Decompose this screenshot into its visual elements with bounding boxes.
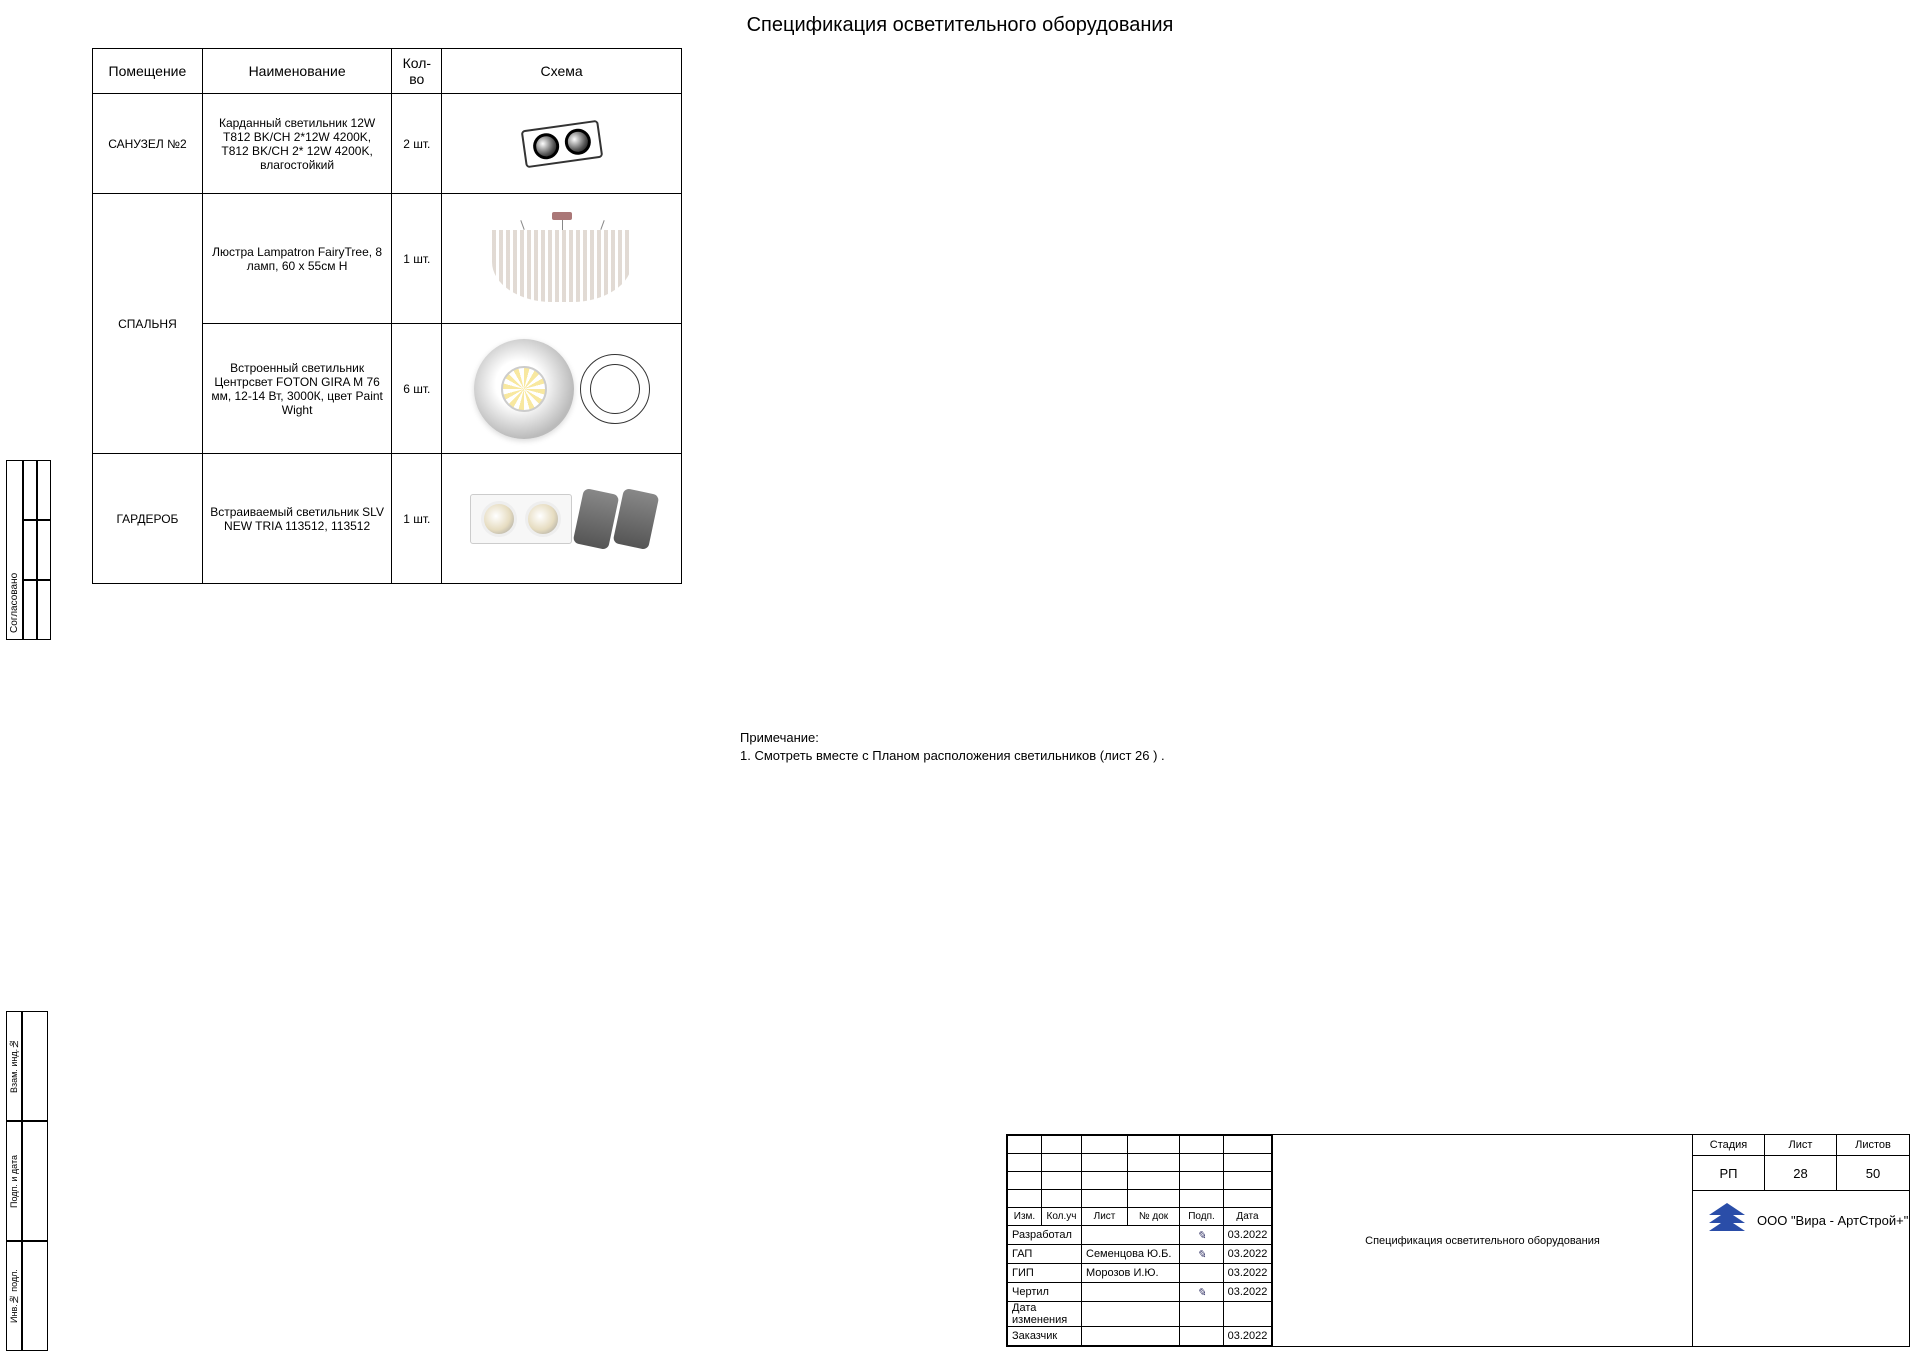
role-label: Дата изменения [1008,1302,1082,1327]
company-name: ООО "Вира - АртСтрой+" [1757,1213,1908,1228]
scheme-recessed-icon [474,339,650,439]
cell-room: САНУЗЕЛ №2 [93,94,203,194]
scheme-cardan-icon [523,104,601,184]
cell-qty: 1 шт. [392,454,442,584]
revision-table: Изм. Кол.уч Лист № док Подп. Дата Разраб… [1007,1135,1273,1346]
approval-block: Согласовано [6,460,51,640]
cell-name: Встраиваемый светильник SLV NEW TRIA 113… [202,454,391,584]
stage-hdr-sheet: Лист [1765,1135,1837,1155]
note-block: Примечание: 1. Смотреть вместе с Планом … [740,730,1165,763]
note-line: 1. Смотреть вместе с Планом расположения… [740,748,1165,763]
side-sign-date: Подп. и дата [6,1121,22,1241]
signature-icon: ✎ [1180,1245,1224,1264]
role-label: Разработал [1008,1226,1082,1245]
th-room: Помещение [93,49,203,94]
role-date: 03.2022 [1224,1283,1272,1302]
note-title: Примечание: [740,730,1165,745]
role-label: Заказчик [1008,1327,1082,1346]
rev-hdr-list: Лист [1082,1208,1128,1226]
stage-hdr-stage: Стадия [1693,1135,1765,1155]
side-strip: Взам. инд.№ Подп. и дата Инв.№ подл. [6,1011,48,1351]
approved-label: Согласовано [6,460,23,640]
rev-hdr-kol: Кол.уч [1042,1208,1082,1226]
stage-val-sheets: 50 [1837,1156,1909,1190]
rev-hdr-izm: Изм. [1008,1208,1042,1226]
cell-qty: 1 шт. [392,194,442,324]
side-inv-orig: Инв.№ подл. [6,1241,22,1351]
cell-name: Встроенный светильник Центрсвет FOTON GI… [202,324,391,454]
cell-room: СПАЛЬНЯ [93,194,203,454]
table-row: СПАЛЬНЯ Люстра Lampatron FairyTree, 8 ла… [93,194,682,324]
cell-qty: 2 шт. [392,94,442,194]
stage-val-stage: РП [1693,1156,1765,1190]
cell-scheme [442,324,682,454]
cell-qty: 6 шт. [392,324,442,454]
side-inv-replace: Взам. инд.№ [6,1011,22,1121]
cell-scheme [442,454,682,584]
table-row: ГАРДЕРОБ Встраиваемый светильник SLV NEW… [93,454,682,584]
spec-table: Помещение Наименование Кол-во Схема САНУ… [92,48,682,584]
role-name [1082,1226,1180,1245]
th-qty: Кол-во [392,49,442,94]
page-title: Спецификация осветительного оборудования [0,14,1920,37]
stage-hdr-sheets: Листов [1837,1135,1909,1155]
scheme-chandelier-icon [492,212,632,302]
cell-scheme [442,94,682,194]
signature-icon: ✎ [1180,1283,1224,1302]
role-label: ГИП [1008,1264,1082,1283]
role-name: Морозов И.Ю. [1082,1264,1180,1283]
cell-room: ГАРДЕРОБ [93,454,203,584]
signature-icon: ✎ [1180,1226,1224,1245]
table-row: САНУЗЕЛ №2 Карданный светильник 12W T812… [93,94,682,194]
role-date: 03.2022 [1224,1226,1272,1245]
title-block: Изм. Кол.уч Лист № док Подп. Дата Разраб… [1006,1134,1910,1347]
role-name: Семенцова Ю.Б. [1082,1245,1180,1264]
drawing-title: Спецификация осветительного оборудования [1273,1135,1693,1346]
rev-hdr-sign: Подп. [1180,1208,1224,1226]
role-label: Чертил [1008,1283,1082,1302]
th-name: Наименование [202,49,391,94]
company-logo-icon [1705,1197,1749,1244]
role-date: 03.2022 [1224,1264,1272,1283]
cell-scheme [442,194,682,324]
stage-val-sheet: 28 [1765,1156,1837,1190]
scheme-slv-icon [470,479,654,559]
rev-hdr-date: Дата [1224,1208,1272,1226]
th-scheme: Схема [442,49,682,94]
role-date: 03.2022 [1224,1327,1272,1346]
cell-name: Люстра Lampatron FairyTree, 8 ламп, 60 х… [202,194,391,324]
cell-name: Карданный светильник 12W T812 BK/CH 2*12… [202,94,391,194]
role-name [1082,1283,1180,1302]
rev-hdr-doc: № док [1128,1208,1180,1226]
role-label: ГАП [1008,1245,1082,1264]
role-date: 03.2022 [1224,1245,1272,1264]
